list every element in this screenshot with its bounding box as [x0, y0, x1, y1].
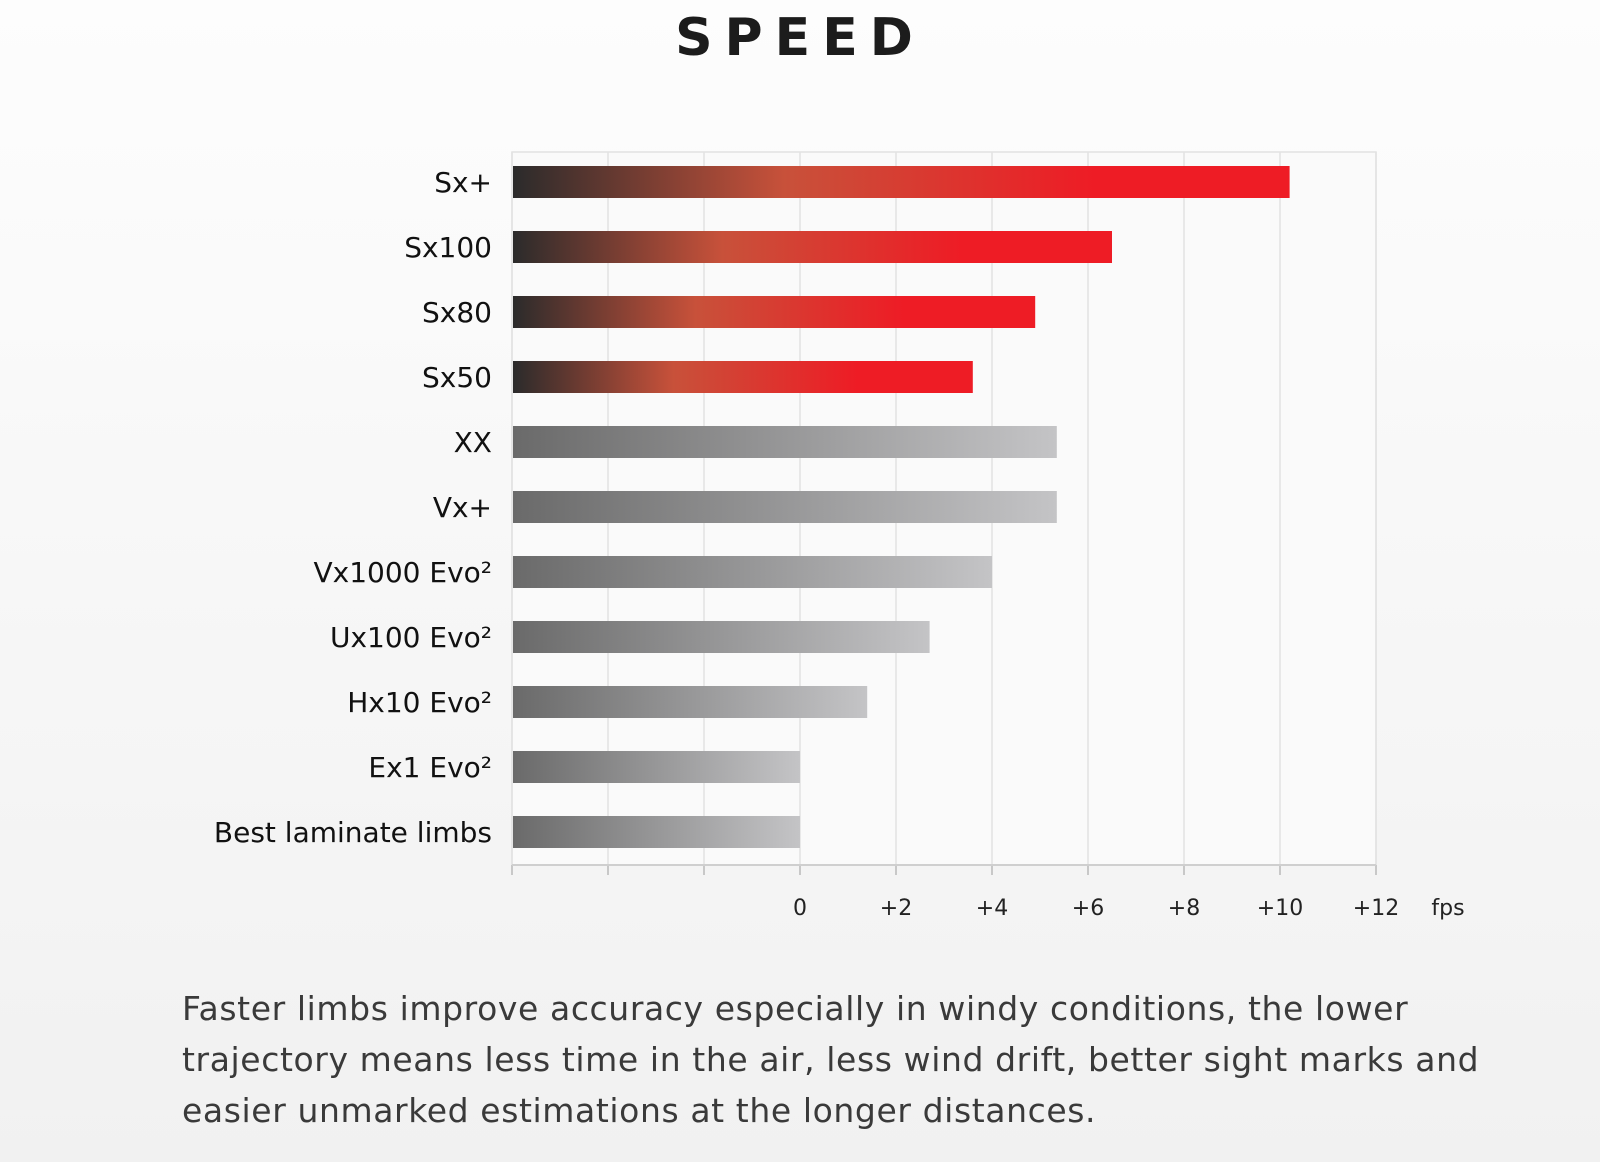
- bar: [513, 166, 1290, 198]
- bar: [513, 361, 973, 393]
- category-labels: Sx+ Sx100 Sx80 Sx50 XX Vx+ Vx1000 Evo² Ux100 Ev…: [214, 166, 492, 849]
- category-label: Best laminate limbs: [214, 816, 492, 849]
- bar: [513, 296, 1036, 328]
- category-label: Vx1000 Evo²: [314, 556, 493, 589]
- category-label: Ex1 Evo²: [368, 751, 492, 784]
- bar: [513, 816, 800, 848]
- bar: [513, 686, 868, 718]
- x-axis: 0 +2 +4 +6 +8 +10 +12 fps: [511, 864, 1465, 921]
- x-unit-label: fps: [1431, 896, 1464, 921]
- category-label: Vx+: [433, 491, 492, 524]
- category-label: Hx10 Evo²: [347, 686, 492, 719]
- x-tick-label: 0: [793, 896, 807, 921]
- category-label: Ux100 Evo²: [330, 621, 492, 654]
- x-tick-label: +10: [1257, 896, 1303, 921]
- bar: [513, 621, 930, 653]
- x-tick-label: +6: [1072, 896, 1104, 921]
- category-label: Sx50: [422, 361, 492, 394]
- bar: [513, 426, 1057, 458]
- x-tick-label: +4: [976, 896, 1008, 921]
- x-tick-label: +2: [880, 896, 912, 921]
- speed-bar-chart: Sx+ Sx100 Sx80 Sx50 XX Vx+ Vx1000 Evo² Ux100 Ev…: [214, 151, 1465, 921]
- chart-title: SPEED: [675, 8, 925, 68]
- bar: [513, 491, 1057, 523]
- x-tick-label: +8: [1168, 896, 1200, 921]
- bar: [513, 751, 800, 783]
- category-label: Sx+: [434, 166, 492, 199]
- bar: [513, 556, 992, 588]
- bars: [513, 166, 1290, 848]
- bar: [513, 231, 1112, 263]
- x-tick-label: +12: [1353, 896, 1399, 921]
- category-label: Sx100: [404, 231, 492, 264]
- description-text: Faster limbs improve accuracy especially…: [182, 989, 1480, 1130]
- category-label: XX: [454, 426, 492, 459]
- category-label: Sx80: [422, 296, 492, 329]
